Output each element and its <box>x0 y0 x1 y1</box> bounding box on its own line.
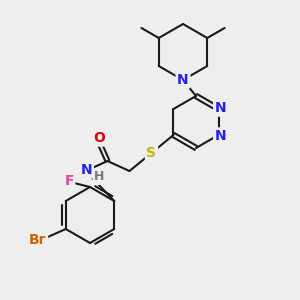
Text: H: H <box>94 170 105 184</box>
Text: O: O <box>94 131 105 145</box>
Text: F: F <box>64 174 74 188</box>
Text: N: N <box>177 73 189 87</box>
Text: Br: Br <box>29 233 46 247</box>
Text: S: S <box>146 146 157 160</box>
Text: N: N <box>215 129 226 143</box>
Text: N: N <box>81 163 92 177</box>
Text: N: N <box>215 101 226 115</box>
